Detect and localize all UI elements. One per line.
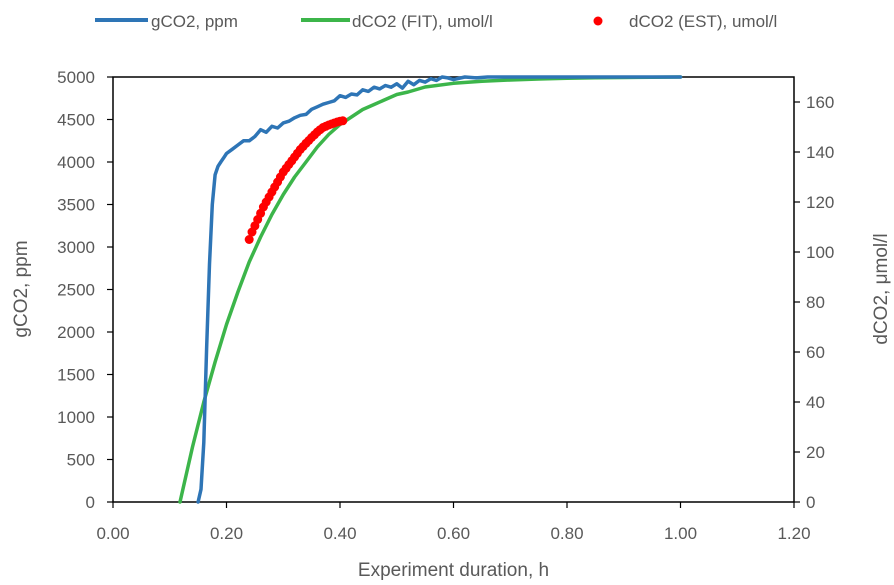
y2-tick-label: 120 [806, 193, 834, 212]
y-tick-label: 3500 [57, 196, 95, 215]
x-tick-label: 0.80 [550, 524, 583, 543]
y-axis-right-label: dCO2, μmol/l [871, 233, 892, 344]
legend: gCO2, ppm dCO2 (FIT), umol/l dCO2 (EST),… [95, 12, 777, 31]
x-tick-label: 0.20 [210, 524, 243, 543]
y2-tick-label: 80 [806, 293, 825, 312]
legend-label-dco2-fit: dCO2 (FIT), umol/l [352, 12, 493, 31]
y2-tick-label: 100 [806, 243, 834, 262]
data-point-dco2-est-umol-l [244, 235, 254, 244]
legend-swatch-dco2-est [593, 16, 603, 26]
y-tick-label: 0 [86, 493, 95, 512]
y-tick-label: 500 [67, 451, 95, 470]
plot-area [112, 76, 795, 503]
legend-label-gco2: gCO2, ppm [151, 12, 238, 31]
series-line-gco2-ppm [196, 75, 683, 504]
x-axis-ticks: 0.00 0.20 0.40 0.60 0.80 1.00 1.20 [96, 502, 811, 543]
y-tick-label: 4000 [57, 153, 95, 172]
y-tick-label: 1000 [57, 408, 95, 427]
y-axis-left-ticks: 0 500 1000 1500 2000 2500 3000 3500 4000 4500 5000 [57, 68, 113, 512]
y-tick-label: 2000 [57, 323, 95, 342]
y2-tick-label: 60 [806, 343, 825, 362]
legend-item-gco2: gCO2, ppm [95, 12, 238, 31]
y-axis-left-label: gCO2, ppm [11, 240, 32, 337]
legend-item-dco2-est: dCO2 (EST), umol/l [593, 12, 777, 31]
x-tick-label: 0.40 [323, 524, 356, 543]
y2-tick-label: 160 [806, 93, 834, 112]
legend-item-dco2-fit: dCO2 (FIT), umol/l [301, 12, 493, 31]
series-layer [178, 75, 683, 504]
series-line-dco2-fit-umol-l [178, 75, 683, 504]
x-tick-label: 0.00 [96, 524, 129, 543]
y-tick-label: 3000 [57, 238, 95, 257]
y-tick-label: 1500 [57, 366, 95, 385]
y2-tick-label: 20 [806, 443, 825, 462]
x-axis-label: Experiment duration, h [358, 560, 549, 581]
x-tick-label: 1.00 [664, 524, 697, 543]
x-tick-label: 1.20 [777, 524, 810, 543]
legend-label-dco2-est: dCO2 (EST), umol/l [629, 12, 777, 31]
data-point-dco2-est-umol-l [338, 116, 348, 126]
y-axis-right-ticks: 0 20 40 60 80 100 120 140 160 [794, 93, 834, 512]
y-tick-label: 5000 [57, 68, 95, 87]
y2-tick-label: 0 [806, 493, 815, 512]
x-tick-label: 0.60 [437, 524, 470, 543]
y2-tick-label: 140 [806, 143, 834, 162]
y2-tick-label: 40 [806, 393, 825, 412]
y-tick-label: 2500 [57, 281, 95, 300]
y-tick-label: 4500 [57, 111, 95, 130]
